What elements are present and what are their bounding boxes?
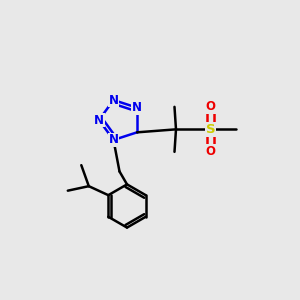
Text: O: O xyxy=(206,145,215,158)
Text: N: N xyxy=(132,101,142,114)
Text: N: N xyxy=(94,113,104,127)
Text: S: S xyxy=(206,123,215,136)
Text: O: O xyxy=(206,100,215,113)
Text: N: N xyxy=(109,134,118,146)
Text: N: N xyxy=(109,94,118,106)
